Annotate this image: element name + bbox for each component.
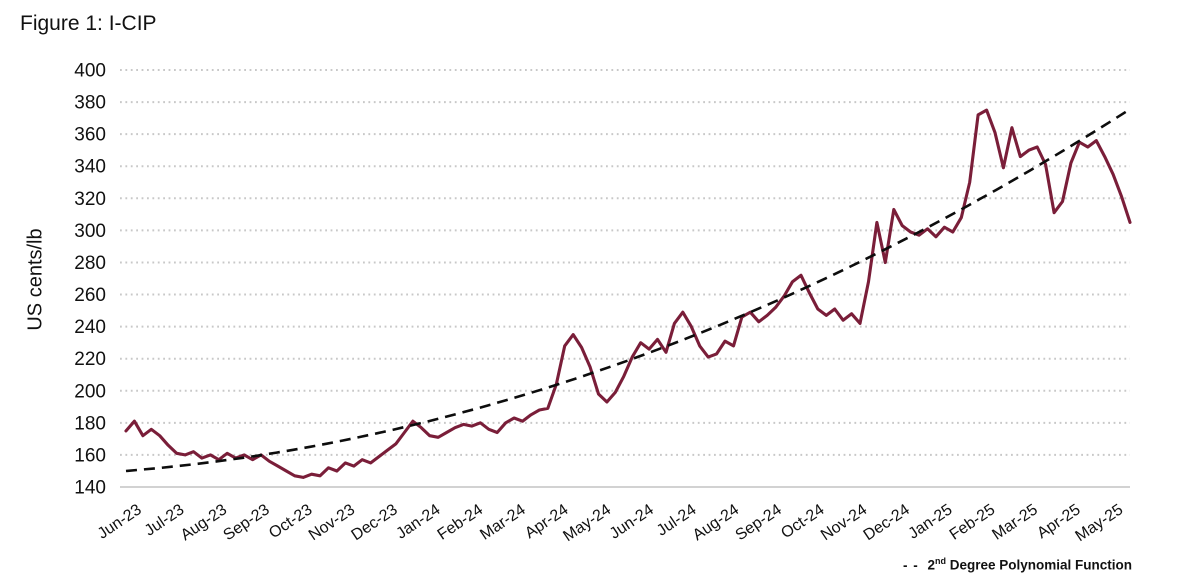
x-tick-label: Oct-24 xyxy=(778,501,827,542)
y-tick-label: 160 xyxy=(74,445,106,466)
x-tick-label: Dec-24 xyxy=(861,501,913,544)
y-tick-label: 340 xyxy=(74,157,106,178)
y-tick-label: 220 xyxy=(74,349,106,370)
x-tick-label: May-24 xyxy=(560,501,614,545)
x-tick-label: Sep-23 xyxy=(220,501,272,544)
x-tick-label: Jun-23 xyxy=(95,501,145,543)
x-tick-label: Aug-23 xyxy=(178,501,230,544)
legend-label-superscript: nd xyxy=(934,556,946,566)
y-tick-label: 300 xyxy=(74,221,106,242)
y-tick-label: 240 xyxy=(74,317,106,338)
x-tick-label: Sep-24 xyxy=(733,501,785,544)
y-tick-label: 180 xyxy=(74,413,106,434)
y-tick-label: 320 xyxy=(74,189,106,210)
legend: - - 2nd Degree Polynomial Function xyxy=(903,556,1132,573)
x-tick-label: Nov-24 xyxy=(818,501,870,544)
figure-title: Figure 1: I-CIP xyxy=(20,12,157,35)
y-tick-label: 200 xyxy=(74,381,106,402)
x-tick-label: Mar-24 xyxy=(477,501,529,543)
x-tick-label: Mar-25 xyxy=(989,501,1041,543)
y-tick-label: 400 xyxy=(74,61,106,82)
x-tick-label: Feb-24 xyxy=(435,501,487,543)
y-tick-label: 380 xyxy=(74,93,106,114)
x-tick-label: Dec-23 xyxy=(349,501,401,544)
icip-price-line xyxy=(124,108,1132,479)
legend-dash-marker: - - xyxy=(902,557,924,573)
y-tick-label: 280 xyxy=(74,253,106,274)
x-tick-label: May-25 xyxy=(1072,501,1126,545)
y-tick-label: 140 xyxy=(74,478,106,499)
x-tick-label: Feb-25 xyxy=(947,501,999,543)
x-tick-label: Jan-25 xyxy=(905,501,955,543)
x-tick-label: Jun-24 xyxy=(607,501,657,543)
x-tick-label: Jan-24 xyxy=(393,501,443,543)
x-tick-label: Oct-23 xyxy=(266,501,315,542)
legend-label-number: 2 xyxy=(927,557,935,573)
y-tick-label: 260 xyxy=(74,285,106,306)
polynomial-trendline xyxy=(125,108,1131,473)
legend-label-text: Degree Polynomial Function xyxy=(945,557,1132,573)
x-tick-label: Aug-24 xyxy=(690,501,742,544)
x-tick-label: Nov-23 xyxy=(306,501,358,544)
y-tick-label: 360 xyxy=(74,125,106,146)
